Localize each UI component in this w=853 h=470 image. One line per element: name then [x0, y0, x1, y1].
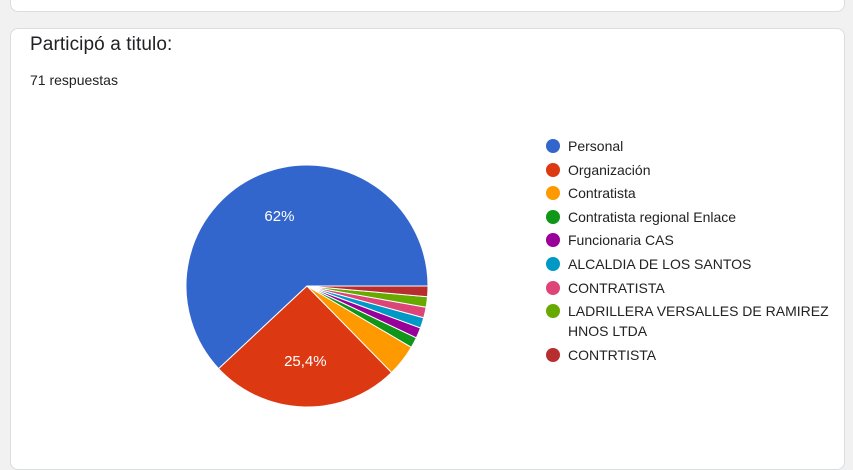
legend-label: CONTRTISTA: [568, 346, 657, 363]
legend-label: LADRILLERA VERSALLES DE RAMIREZ HNOS LTD…: [568, 303, 829, 340]
legend-item-5[interactable]: ALCALDIA DE LOS SANTOS: [546, 254, 836, 274]
legend-label: Contratista: [568, 185, 636, 202]
legend-label: Funcionaria CAS: [568, 232, 674, 249]
pie-slice-8[interactable]: [306, 285, 429, 298]
legend-swatch-icon: [546, 162, 560, 177]
legend-label: CONTRATISTA: [568, 279, 665, 296]
pie-chart: 62% 25,4%: [185, 164, 429, 408]
response-count: 71 respuestas: [30, 72, 118, 88]
pie-slice-1[interactable]: [217, 285, 393, 408]
legend-label: ALCALDIA DE LOS SANTOS: [568, 255, 752, 272]
slice-percent-label-0: 62%: [264, 208, 294, 225]
legend-item-2[interactable]: Contratista: [546, 183, 836, 203]
legend-label: Contratista regional Enlace: [568, 208, 737, 225]
legend-swatch-icon: [546, 347, 560, 362]
previous-question-card: [10, 0, 845, 12]
legend-swatch-icon: [546, 256, 560, 271]
legend-label: Personal: [568, 138, 624, 154]
legend-swatch-icon: [546, 209, 560, 224]
legend-swatch-icon: [546, 280, 560, 295]
legend-label: Organización: [568, 161, 651, 178]
question-title: Participó a titulo:: [30, 34, 173, 55]
slice-percent-label-1: 25,4%: [284, 353, 327, 370]
legend-swatch-icon: [546, 304, 560, 319]
legend-swatch-icon: [546, 233, 560, 248]
question-card: [10, 28, 845, 470]
pie-slice-0[interactable]: [185, 164, 429, 370]
legend-item-3[interactable]: Contratista regional Enlace: [546, 207, 836, 227]
legend-item-6[interactable]: CONTRATISTA: [546, 278, 836, 298]
legend-item-4[interactable]: Funcionaria CAS: [546, 230, 836, 250]
legend-swatch-icon: [546, 186, 560, 201]
legend-item-7[interactable]: LADRILLERA VERSALLES DE RAMIREZ HNOS LTD…: [546, 301, 836, 341]
legend-item-8[interactable]: CONTRTISTA: [546, 345, 836, 365]
legend-item-0[interactable]: Personal: [546, 136, 836, 156]
chart-legend: Personal Organización Contratista Contratis…: [546, 136, 836, 368]
legend-swatch-icon: [546, 139, 560, 153]
legend-item-1[interactable]: Organización: [546, 160, 836, 180]
